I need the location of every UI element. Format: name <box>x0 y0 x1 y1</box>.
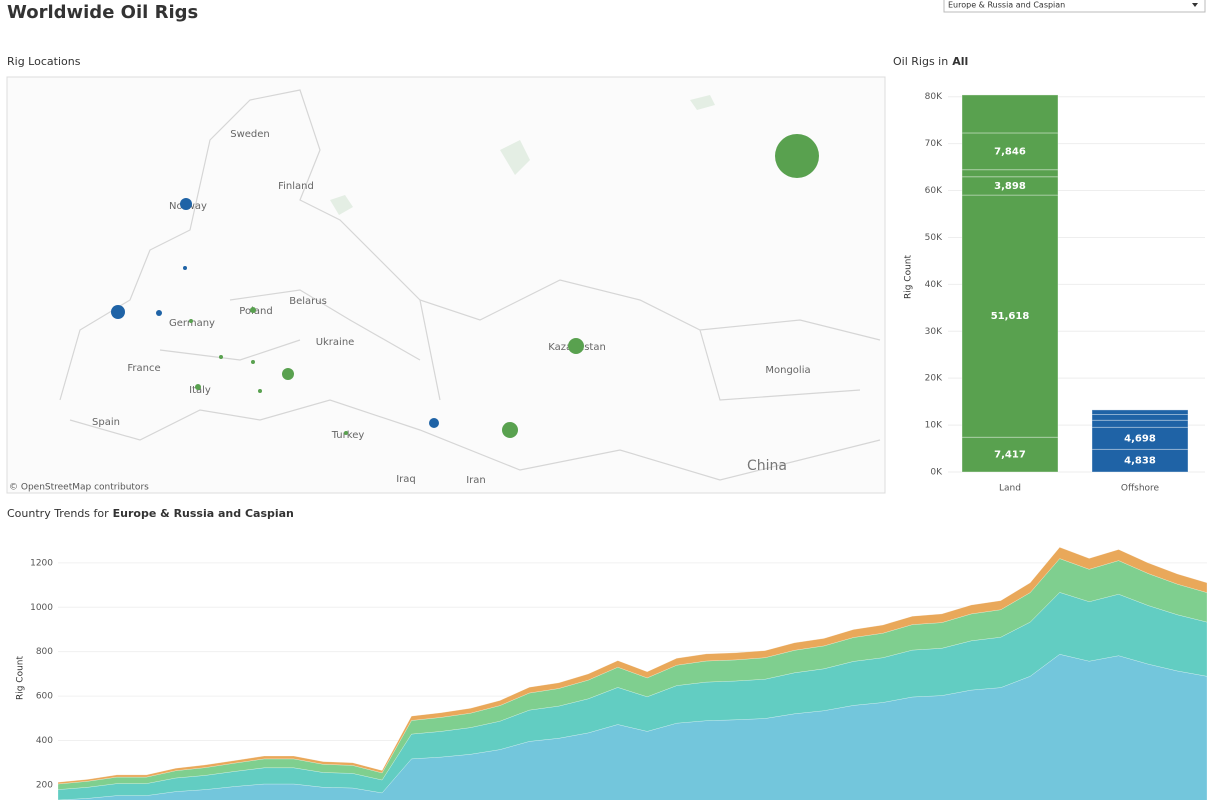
y-tick-label: 400 <box>36 736 53 746</box>
y-tick-label: 80K <box>925 92 943 102</box>
map-label: Iraq <box>396 474 416 485</box>
value-label: 51,618 <box>991 311 1030 322</box>
y-tick-label: 20K <box>925 374 943 384</box>
pie-marker[interactable] <box>219 355 223 359</box>
bar-segment <box>961 194 1059 438</box>
y-tick-label: 70K <box>925 139 943 149</box>
title-prefix: Oil Rigs in <box>893 55 948 68</box>
dashboard-title: Worldwide Oil Rigs <box>7 2 198 23</box>
map-label: Italy <box>189 385 211 396</box>
pie-marker[interactable] <box>156 310 162 316</box>
map: Sweden Finland Norway Belarus Poland Ger… <box>6 76 886 494</box>
area-chart-title: Country Trends for Europe & Russia and Ca… <box>7 507 294 520</box>
y-tick-label: 0K <box>930 468 943 478</box>
dropdown-box[interactable] <box>943 0 1206 13</box>
pie-marker[interactable] <box>195 384 201 390</box>
area-layers <box>58 547 1208 800</box>
pie-marker[interactable] <box>251 360 255 364</box>
map-label: Belarus <box>289 296 327 307</box>
x-tick-label: Land <box>999 484 1021 494</box>
map-attribution: © OpenStreetMap contributors <box>9 483 149 493</box>
bar-segment <box>961 169 1059 178</box>
y-tick-label: 1200 <box>30 558 53 568</box>
map-label: Finland <box>278 181 314 192</box>
bar-segment <box>1091 409 1189 416</box>
map-pies <box>111 134 819 438</box>
filter-dropdown[interactable]: Europe & Russia and Caspian <box>943 0 1206 13</box>
dropdown-value[interactable]: Europe & Russia and Caspian <box>948 1 1065 10</box>
bar-chart-title: Oil Rigs in All <box>893 55 968 68</box>
y-tick-label: 40K <box>925 280 943 290</box>
pie-marker[interactable] <box>775 134 819 178</box>
pie-marker[interactable] <box>189 319 193 323</box>
map-frame <box>6 76 886 494</box>
pie-marker[interactable] <box>282 368 294 380</box>
map-label: Poland <box>239 306 272 317</box>
map-borders <box>59 89 881 481</box>
bar-segment <box>1091 414 1189 421</box>
map-label: Sweden <box>230 129 270 140</box>
pie-marker[interactable] <box>250 307 256 313</box>
value-label: 7,417 <box>994 450 1026 461</box>
map-label: France <box>127 363 160 374</box>
map-label: Iran <box>466 475 486 486</box>
y-tick-label: 1000 <box>30 603 53 613</box>
pie-marker[interactable] <box>183 266 187 270</box>
bar-segment <box>961 132 1059 171</box>
y-tick-label: 10K <box>925 421 943 431</box>
y-tick-label: 600 <box>36 692 53 702</box>
title-prefix: Country Trends for <box>7 507 109 520</box>
y-tick-label: 60K <box>925 186 943 196</box>
title-emphasis: Europe & Russia and Caspian <box>113 507 294 520</box>
pie-marker[interactable] <box>568 338 584 354</box>
value-label: 4,838 <box>1124 456 1156 467</box>
bar-segment <box>1091 419 1189 428</box>
map-label: Mongolia <box>765 365 810 376</box>
pie-marker[interactable] <box>502 422 518 438</box>
map-features <box>330 95 715 215</box>
y-axis-label: Rig Count <box>904 255 914 300</box>
value-label: 4,698 <box>1124 433 1156 444</box>
map-label: Turkey <box>331 430 365 441</box>
y-tick-label: 200 <box>36 780 53 790</box>
pie-marker[interactable] <box>180 198 192 210</box>
y-tick-label: 800 <box>36 647 53 657</box>
map-label: Germany <box>169 318 215 329</box>
pie-marker[interactable] <box>111 305 125 319</box>
y-tick-label: 30K <box>925 327 943 337</box>
dropdown-arrow[interactable] <box>1192 3 1198 7</box>
pie-marker[interactable] <box>344 431 348 435</box>
value-label: 3,898 <box>994 181 1026 192</box>
map-label: China <box>747 458 787 474</box>
title-emphasis: All <box>952 55 968 68</box>
map-label: Ukraine <box>316 337 355 348</box>
x-tick-label: Offshore <box>1121 484 1160 494</box>
pie-marker[interactable] <box>429 418 439 428</box>
map-label: Spain <box>92 417 120 428</box>
area-layer <box>58 547 1208 785</box>
pie-marker[interactable] <box>258 389 262 393</box>
value-label: 7,846 <box>994 146 1026 157</box>
map-title: Rig Locations <box>7 55 81 68</box>
y-tick-label: 50K <box>925 233 943 243</box>
bar-segment <box>961 94 1059 134</box>
y-axis-label: Rig Count <box>16 656 26 701</box>
